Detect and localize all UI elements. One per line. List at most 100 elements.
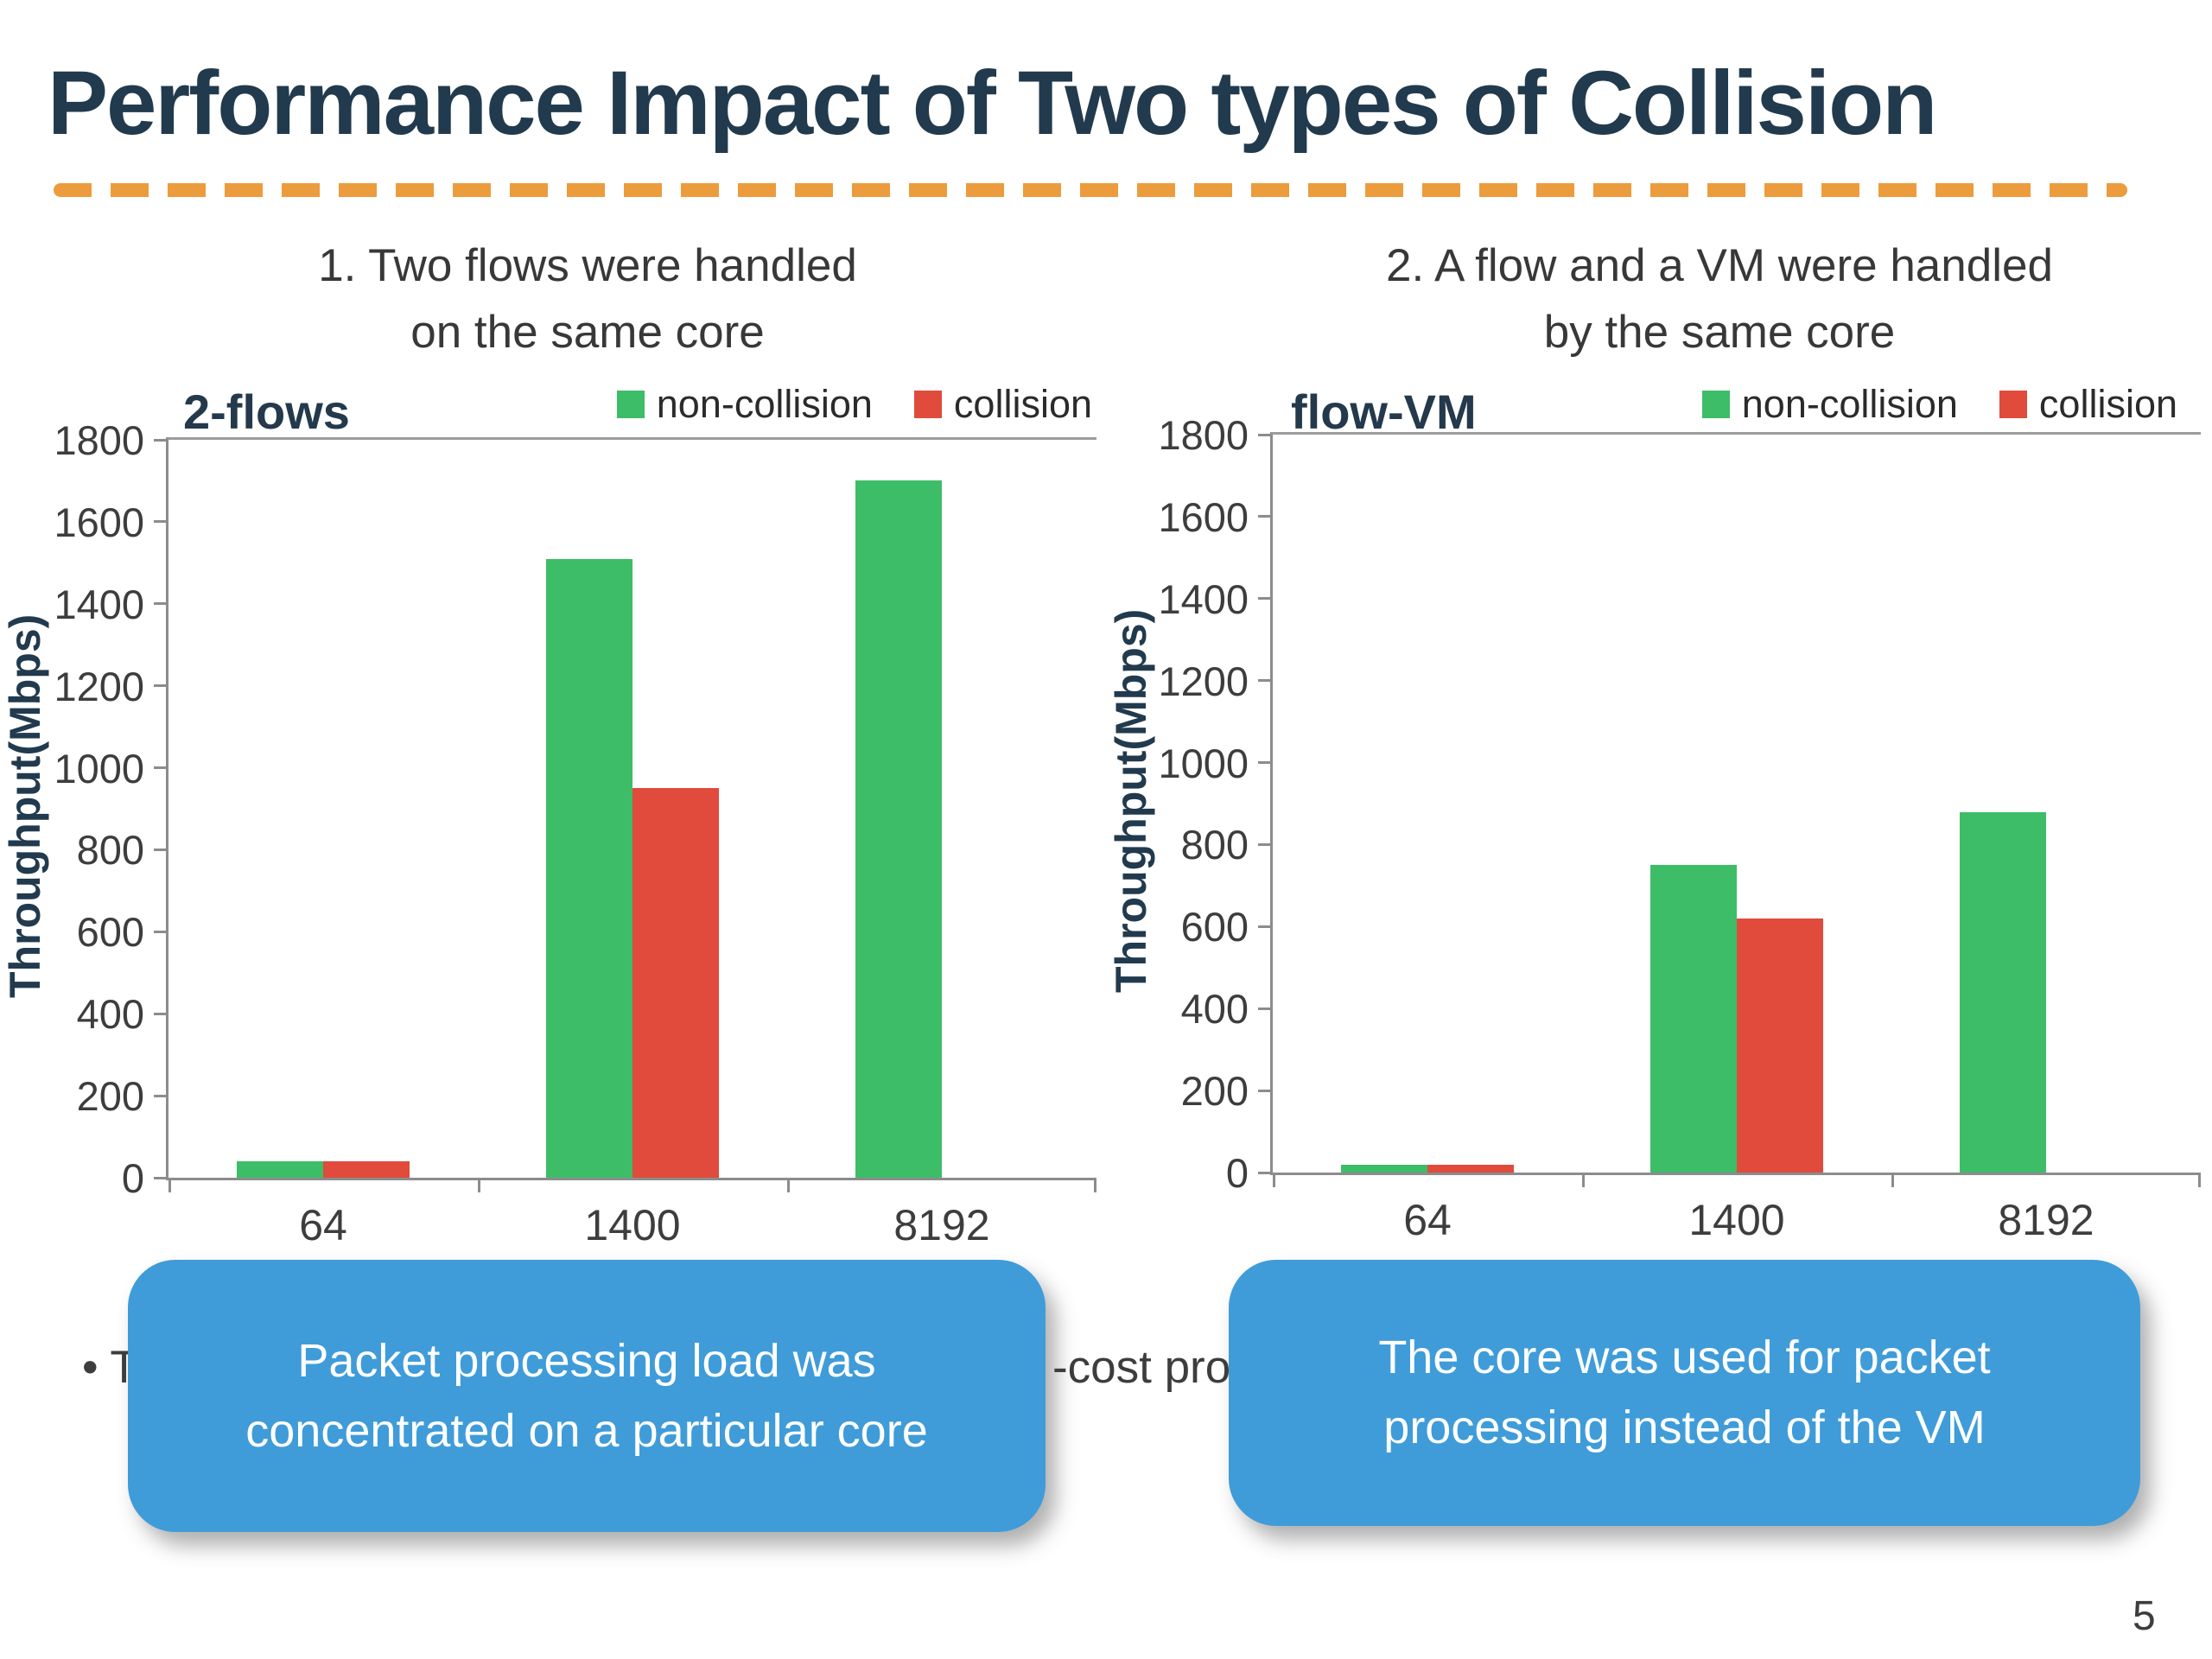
x-tick-label: 1400 xyxy=(1688,1196,1785,1244)
y-tick-label: 800 xyxy=(76,827,144,874)
x-tick-mark xyxy=(168,1180,171,1192)
legend-item-non-collision: non-collision xyxy=(1701,382,1958,427)
right-chart-header: 2. A flow and a VM were handled by the s… xyxy=(1296,233,2143,366)
y-tick-label: 400 xyxy=(1180,986,1249,1033)
x-tick-label: 64 xyxy=(1403,1196,1452,1244)
y-tick-label: 600 xyxy=(1180,904,1249,950)
y-tick-label: 1000 xyxy=(1158,740,1249,786)
x-tick-label: 1400 xyxy=(584,1201,681,1249)
y-tick-label: 1400 xyxy=(54,581,144,627)
y-tick-label: 200 xyxy=(1180,1068,1249,1115)
x-tick-mark xyxy=(1891,1175,1894,1187)
x-tick-label: 64 xyxy=(299,1201,347,1249)
bar-collision-64 xyxy=(323,1161,410,1178)
left-chart-header-line2: on the same core xyxy=(410,306,765,358)
y-tick-label: 1200 xyxy=(1158,658,1249,704)
legend-item-collision: collision xyxy=(913,382,1092,427)
y-tick-mark xyxy=(1258,515,1273,518)
chart-title-2-flows: 2-flows xyxy=(183,385,350,439)
y-tick-mark xyxy=(1258,1171,1273,1174)
chart-legend: non-collision collision xyxy=(1701,382,2177,427)
y-axis-label: Throughput(Mbps) xyxy=(1,613,49,999)
y-tick-mark xyxy=(154,930,168,933)
y-tick-label: 1800 xyxy=(1158,412,1249,458)
y-tick-mark xyxy=(154,684,168,688)
bar-non-collision-64 xyxy=(1341,1164,1427,1173)
y-tick-mark xyxy=(154,520,168,524)
bullet-text-fragment-right: -cost pro xyxy=(1052,1342,1231,1393)
chart-title-flow-vm: flow-VM xyxy=(1291,385,1477,439)
y-tick-mark xyxy=(1258,761,1273,765)
y-tick-mark xyxy=(1258,1007,1273,1010)
legend-label-non-collision: non-collision xyxy=(1741,382,1958,426)
y-tick-mark xyxy=(1258,433,1273,436)
legend-swatch-collision xyxy=(913,391,942,418)
legend-item-collision: collision xyxy=(1999,382,2177,427)
left-chart-header-line1: 1. Two flows were handled xyxy=(318,240,857,291)
y-tick-label: 1400 xyxy=(1158,575,1249,622)
y-tick-label: 200 xyxy=(76,1073,144,1120)
x-tick-mark xyxy=(1094,1180,1096,1192)
plot-area-2-flows: 0 200 400 600 800 1000 1200 1400 1600 1800 64 1400 8… xyxy=(54,417,1096,1249)
bar-non-collision-1400 xyxy=(546,558,632,1178)
x-tick-mark xyxy=(2198,1175,2201,1187)
bar-non-collision-64 xyxy=(237,1161,323,1178)
chart-2-flows: 2-flows non-collision collision Throughp… xyxy=(0,372,1106,1262)
slide-title: Performance Impact of Two types of Colli… xyxy=(48,53,1937,154)
y-tick-mark xyxy=(1258,597,1273,601)
callout-right-line1: The core was used for packet xyxy=(1378,1332,1991,1383)
y-tick-mark xyxy=(154,1094,168,1097)
x-tick-mark xyxy=(1273,1175,1275,1187)
y-tick-label: 1000 xyxy=(54,745,144,791)
x-tick-label: 8192 xyxy=(893,1201,990,1249)
bar-non-collision-8192 xyxy=(855,480,942,1178)
y-tick-label: 1600 xyxy=(1158,493,1249,540)
right-chart-header-line1: 2. A flow and a VM were handled xyxy=(1386,240,2053,291)
bar-non-collision-8192 xyxy=(1960,811,2046,1173)
plot-area-flow-vm: 0 200 400 600 800 1000 1200 1400 1600 1800 64 1400 8… xyxy=(1158,412,2201,1244)
callout-left: Packet processing load was concentrated … xyxy=(128,1260,1046,1532)
callout-left-line2: concentrated on a particular core xyxy=(245,1404,928,1457)
bar-collision-1400 xyxy=(632,788,719,1178)
y-tick-mark xyxy=(154,1012,168,1015)
chart-flow-vm: flow-VM non-collision collision Throughp… xyxy=(1106,372,2212,1262)
y-tick-label: 400 xyxy=(76,991,144,1038)
y-tick-label: 0 xyxy=(121,1155,144,1201)
y-tick-label: 1600 xyxy=(54,499,144,545)
legend-item-non-collision: non-collision xyxy=(616,382,873,427)
page-number: 5 xyxy=(2133,1593,2156,1639)
legend-swatch-non-collision xyxy=(1701,391,1730,418)
legend-swatch-collision xyxy=(1999,391,2027,418)
chart-legend: non-collision collision xyxy=(616,382,1092,427)
y-tick-label: 800 xyxy=(1180,822,1249,868)
legend-label-collision: collision xyxy=(2038,382,2177,426)
callout-left-line1: Packet processing load was xyxy=(297,1334,876,1387)
y-tick-mark xyxy=(154,766,168,770)
legend-label-non-collision: non-collision xyxy=(656,382,873,426)
bar-collision-1400 xyxy=(1737,918,1823,1173)
y-axis-label: Throughput(Mbps) xyxy=(1107,608,1155,994)
y-tick-mark xyxy=(154,1176,168,1179)
callout-right: The core was used for packet processing … xyxy=(1229,1260,2140,1526)
y-tick-label: 1800 xyxy=(54,417,144,463)
left-chart-header: 1. Two flows were handled on the same co… xyxy=(164,233,1011,366)
x-tick-mark xyxy=(1582,1175,1585,1187)
legend-swatch-non-collision xyxy=(616,391,645,418)
y-tick-mark xyxy=(154,848,168,851)
y-tick-mark xyxy=(1258,925,1273,928)
y-tick-mark xyxy=(154,438,168,442)
x-tick-label: 8192 xyxy=(1998,1196,2094,1244)
y-tick-label: 0 xyxy=(1225,1150,1249,1196)
legend-label-collision: collision xyxy=(953,382,1092,426)
x-tick-mark xyxy=(478,1180,480,1192)
y-tick-mark xyxy=(1258,1089,1273,1092)
x-tick-mark xyxy=(787,1180,790,1192)
y-tick-mark xyxy=(154,602,168,606)
y-tick-mark xyxy=(1258,679,1273,683)
title-underline-dashed xyxy=(54,183,2127,197)
callout-right-line2: processing instead of the VM xyxy=(1383,1402,1986,1453)
bar-non-collision-1400 xyxy=(1650,865,1737,1173)
y-tick-label: 600 xyxy=(76,909,144,956)
y-tick-mark xyxy=(1258,842,1273,846)
